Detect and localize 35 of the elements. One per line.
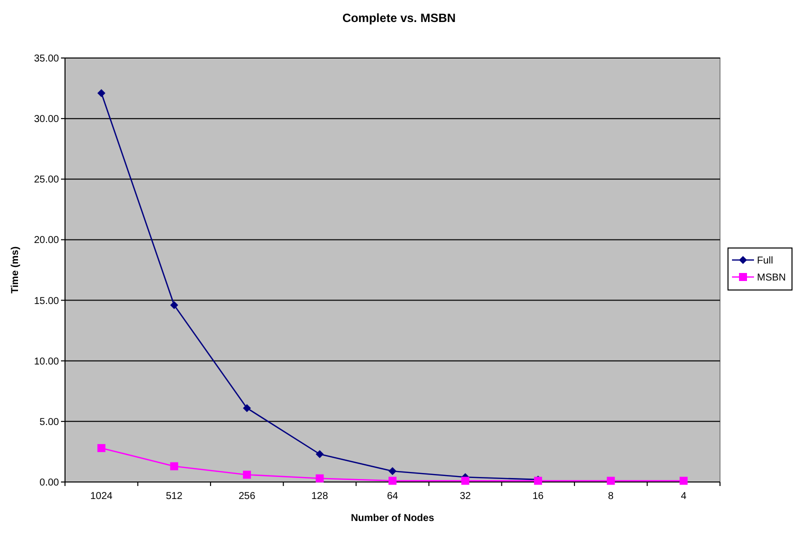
point	[316, 450, 324, 458]
y-tick-label: 20.00	[34, 235, 60, 246]
legend-label: MSBN	[757, 272, 786, 284]
y-tick-label: 15.00	[34, 296, 60, 307]
y-tick-label: 5.00	[40, 416, 60, 428]
point	[97, 444, 106, 452]
point	[242, 404, 251, 412]
x-axis-title: Number of Nodes	[350, 513, 435, 524]
point	[170, 301, 178, 310]
legend-label: Full	[757, 256, 774, 266]
x-tick-label: 128	[311, 491, 328, 502]
point	[170, 462, 178, 470]
point	[680, 476, 688, 485]
point	[388, 476, 396, 485]
y-tick-label: 30.00	[34, 114, 60, 126]
x-tick-label: 16	[532, 491, 544, 502]
y-tick-label: 10.00	[34, 356, 60, 368]
y-tick-label: 0.00	[40, 478, 60, 488]
x-tick-label: 32	[460, 491, 472, 502]
point	[606, 476, 615, 485]
x-tick-label: 4	[680, 491, 687, 502]
x-tick-label: 512	[166, 491, 183, 502]
point	[97, 89, 106, 98]
point	[388, 467, 396, 476]
point	[242, 470, 251, 479]
x-tick-label: 256	[238, 491, 256, 502]
x-tick-label: 1024	[90, 491, 113, 502]
y-tick-label: 25.00	[34, 174, 60, 186]
point	[461, 476, 470, 485]
x-tick-label: 8	[608, 491, 614, 502]
chart-title: Complete vs. MSBN	[342, 11, 456, 25]
y-axis-title: Time (ms)	[10, 246, 21, 294]
y-tick-label: 35.00	[34, 54, 60, 64]
point	[316, 474, 324, 482]
x-tick-label: 64	[386, 491, 398, 502]
